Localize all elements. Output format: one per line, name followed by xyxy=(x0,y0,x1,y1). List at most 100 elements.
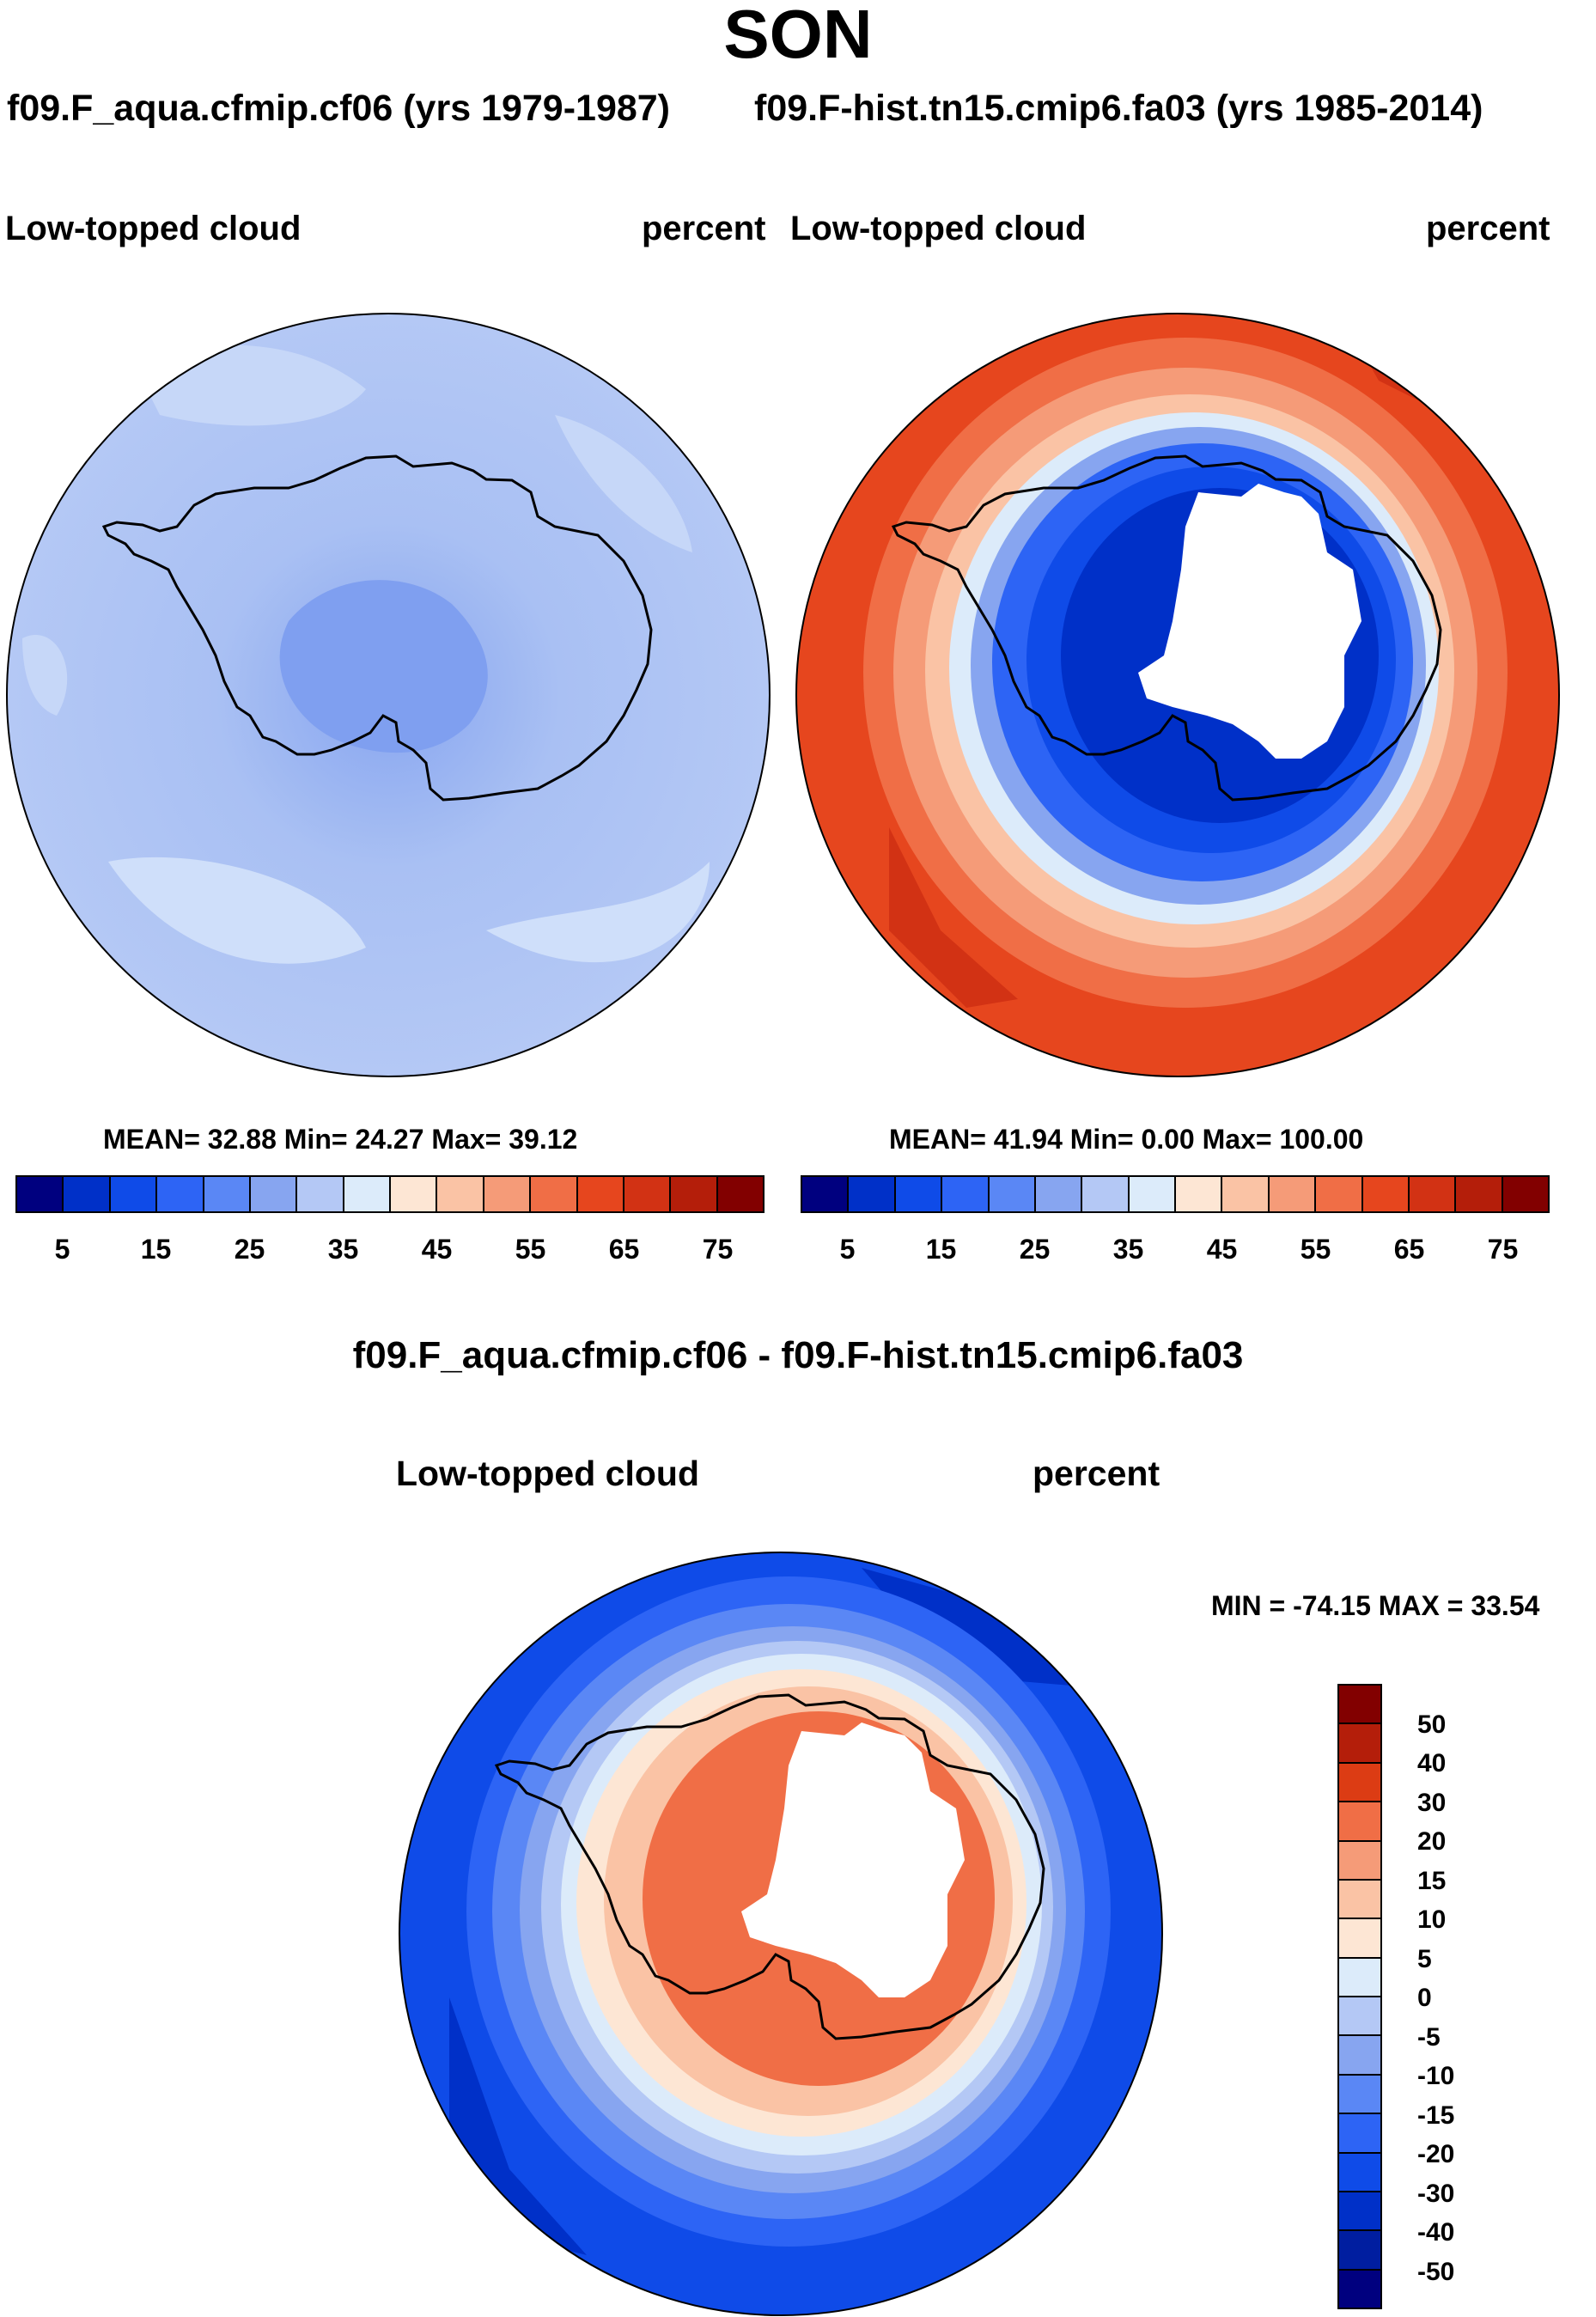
colorbar-swatch xyxy=(391,1177,438,1211)
light-patch xyxy=(108,857,366,964)
colorbar-swatch xyxy=(1339,1919,1380,1959)
colorbar-swatch xyxy=(671,1177,718,1211)
colorbar-tick-label: -15 xyxy=(1417,2101,1455,2130)
colorbar-swatch xyxy=(1316,1177,1363,1211)
colorbar-swatch xyxy=(1339,2153,1380,2192)
left-polar-map xyxy=(6,313,771,1077)
dark-blue-patch xyxy=(449,1997,587,2255)
antarctica-coastline xyxy=(494,1693,1045,2040)
colorbar-swatch xyxy=(1339,1841,1380,1881)
colorbar-tick-label: 75 xyxy=(702,1234,734,1265)
antarctic-interior xyxy=(279,580,488,753)
colorbar-tick-label: 15 xyxy=(140,1234,172,1265)
colorbar-tick-label: 75 xyxy=(1487,1234,1519,1265)
right-colorbar xyxy=(801,1175,1550,1213)
light-patch xyxy=(555,415,692,552)
colorbar-tick-label: 65 xyxy=(1393,1234,1425,1265)
colorbar-tick-label: 55 xyxy=(1300,1234,1331,1265)
right-case-title: f09.F-hist.tn15.cmip6.fa03 (yrs 1985-201… xyxy=(754,88,1483,129)
colorbar-swatch xyxy=(1035,1177,1083,1211)
colorbar-swatch xyxy=(717,1177,763,1211)
colorbar-swatch xyxy=(802,1177,850,1211)
colorbar-tick-label: -50 xyxy=(1417,2257,1455,2286)
colorbar-swatch xyxy=(1339,2192,1380,2232)
colorbar-tick-label: 10 xyxy=(1417,1905,1447,1934)
colorbar-tick-label: 5 xyxy=(1417,1944,1432,1973)
colorbar-swatch xyxy=(1176,1177,1223,1211)
diff-minmax: MIN = -74.15 MAX = 33.54 xyxy=(1211,1590,1540,1621)
left-colorbar xyxy=(15,1175,764,1213)
colorbar-swatch xyxy=(531,1177,578,1211)
colorbar-tick-label: -5 xyxy=(1417,2022,1441,2052)
colorbar-swatch xyxy=(1339,2114,1380,2154)
diff-variable-label: Low-topped cloud xyxy=(396,1454,699,1493)
colorbar-tick-label: 45 xyxy=(1206,1234,1238,1265)
colorbar-swatch xyxy=(17,1177,64,1211)
difference-title: f09.F_aqua.cfmip.cf06 - f09.F-hist.tn15.… xyxy=(352,1334,1244,1376)
colorbar-swatch xyxy=(1339,1958,1380,1997)
colorbar-swatch xyxy=(1409,1177,1457,1211)
colorbar-swatch xyxy=(157,1177,204,1211)
colorbar-swatch xyxy=(989,1177,1036,1211)
colorbar-tick-label: 30 xyxy=(1417,1788,1447,1817)
colorbar-tick-label: 35 xyxy=(327,1234,359,1265)
colorbar-swatch xyxy=(1362,1177,1410,1211)
colorbar-swatch xyxy=(344,1177,391,1211)
colorbar-tick-label: 0 xyxy=(1417,1984,1432,2012)
colorbar-swatch xyxy=(942,1177,990,1211)
colorbar-swatch xyxy=(1339,1880,1380,1920)
colorbar-tick-label: 45 xyxy=(421,1234,453,1265)
colorbar-swatch xyxy=(250,1177,298,1211)
colorbar-swatch xyxy=(577,1177,624,1211)
colorbar-swatch xyxy=(1339,2270,1380,2308)
colorbar-tick-label: 25 xyxy=(234,1234,265,1265)
colorbar-swatch xyxy=(1129,1177,1176,1211)
colorbar-swatch xyxy=(1082,1177,1130,1211)
colorbar-tick-label: 15 xyxy=(925,1234,957,1265)
colorbar-tick-label: 25 xyxy=(1019,1234,1051,1265)
colorbar-tick-label: 65 xyxy=(608,1234,640,1265)
light-patch xyxy=(486,862,710,963)
colorbar-swatch xyxy=(1339,1763,1380,1803)
colorbar-swatch xyxy=(204,1177,251,1211)
left-units-label: percent xyxy=(642,210,766,247)
colorbar-swatch xyxy=(849,1177,896,1211)
colorbar-tick-label: 35 xyxy=(1112,1234,1144,1265)
colorbar-swatch xyxy=(1339,2036,1380,2076)
colorbar-tick-label: 20 xyxy=(1417,1827,1447,1856)
left-case-title: f09.F_aqua.cfmip.cf06 (yrs 1979-1987) xyxy=(7,88,671,129)
colorbar-swatch xyxy=(484,1177,532,1211)
colorbar-tick-label: -20 xyxy=(1417,2140,1455,2168)
colorbar-tick-label: 5 xyxy=(839,1234,856,1265)
left-stats: MEAN= 32.88 Min= 24.27 Max= 39.12 xyxy=(103,1124,578,1155)
colorbar-swatch xyxy=(1339,1997,1380,2037)
colorbar-swatch xyxy=(1339,1686,1380,1725)
map-boundary xyxy=(6,313,771,1077)
colorbar-tick-label: 5 xyxy=(54,1234,70,1265)
right-units-label: percent xyxy=(1426,210,1550,247)
right-polar-map xyxy=(795,313,1560,1077)
difference-polar-map xyxy=(399,1552,1163,2316)
colorbar-swatch xyxy=(1339,2075,1380,2115)
colorbar-swatch xyxy=(1269,1177,1317,1211)
difference-colorbar xyxy=(1337,1684,1382,2309)
colorbar-swatch xyxy=(64,1177,111,1211)
main-title: SON xyxy=(723,0,873,72)
colorbar-swatch xyxy=(297,1177,344,1211)
colorbar-tick-label: -30 xyxy=(1417,2179,1455,2208)
light-patch xyxy=(22,635,68,716)
dark-red-patch xyxy=(889,827,1018,1008)
right-variable-label: Low-topped cloud xyxy=(790,210,1087,247)
colorbar-swatch xyxy=(1339,1724,1380,1764)
colorbar-swatch xyxy=(110,1177,158,1211)
colorbar-tick-label: 50 xyxy=(1417,1710,1447,1739)
colorbar-swatch xyxy=(895,1177,943,1211)
left-variable-label: Low-topped cloud xyxy=(5,210,302,247)
colorbar-tick-label: 55 xyxy=(515,1234,546,1265)
right-stats: MEAN= 41.94 Min= 0.00 Max= 100.00 xyxy=(889,1124,1364,1155)
colorbar-tick-label: -40 xyxy=(1417,2218,1455,2247)
colorbar-swatch xyxy=(624,1177,672,1211)
antarctica-coastline xyxy=(891,454,1442,802)
antarctica-coastline xyxy=(101,454,653,802)
colorbar-swatch xyxy=(1502,1177,1548,1211)
